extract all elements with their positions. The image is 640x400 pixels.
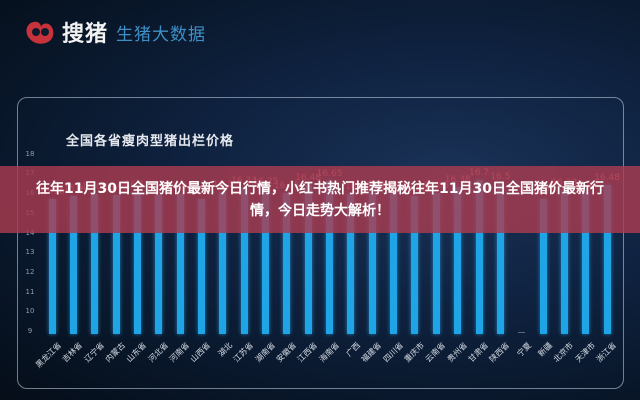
- bar: [176, 193, 184, 334]
- bar: [390, 192, 398, 334]
- bar: [411, 196, 419, 334]
- empty-bar-marker: [518, 332, 526, 333]
- y-tick-label: 12: [25, 267, 35, 276]
- bar: [262, 189, 269, 334]
- bar: [69, 196, 77, 334]
- bar: [560, 189, 568, 334]
- headline-banner: 往年11月30日全国猪价最新今日行情，小红书热门推荐揭秘往年11月30日全国猪价…: [0, 166, 640, 233]
- chart-panel: [17, 97, 624, 389]
- bar: [197, 199, 205, 334]
- y-tick-label: 18: [25, 149, 35, 158]
- brand-name: 搜猪: [62, 21, 109, 47]
- bar: [326, 181, 334, 334]
- bar: [475, 180, 483, 334]
- bar: [432, 193, 440, 334]
- bar: [283, 193, 291, 334]
- headline-line-2: 情，今日走势大解析！: [250, 202, 390, 219]
- bar: [155, 194, 163, 334]
- logo: 搜猪 生猪大数据: [24, 14, 206, 50]
- bar: [582, 191, 590, 334]
- headline-line-1: 往年11月30日全国猪价最新今日行情，小红书热门推荐揭秘往年11月30日全国猪价…: [36, 180, 604, 197]
- bar: [91, 193, 99, 334]
- bar: [368, 192, 376, 334]
- bar: [219, 192, 227, 334]
- bar: [347, 194, 355, 334]
- bar: [304, 184, 312, 334]
- chart-title: 全国各省瘦肉型猪出栏价格: [66, 134, 235, 149]
- bar: [496, 184, 504, 334]
- y-tick-label: 13: [25, 248, 35, 257]
- bar: [112, 195, 120, 334]
- y-tick-label: 9: [27, 327, 33, 335]
- bar: [603, 184, 611, 334]
- bar: [133, 191, 141, 334]
- bar: [454, 186, 462, 334]
- bar: [240, 187, 248, 334]
- y-tick-label: 10: [25, 307, 35, 316]
- brand-subtitle: 生猪大数据: [116, 24, 207, 45]
- bar: [48, 198, 56, 334]
- bar: [539, 198, 547, 334]
- pig-logo-icon: [24, 17, 58, 47]
- y-tick-label: 11: [25, 287, 35, 296]
